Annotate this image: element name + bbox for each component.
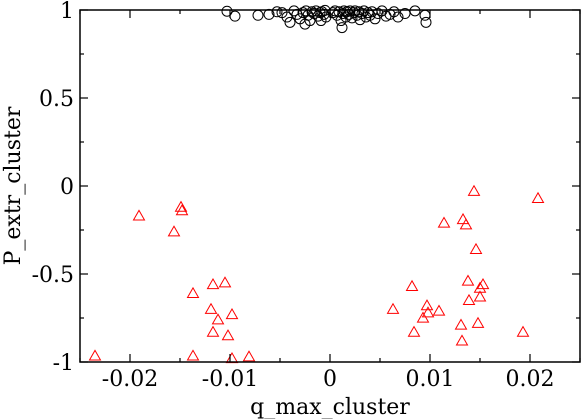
data-point-circle xyxy=(346,12,358,24)
data-point-circle xyxy=(392,11,404,23)
x-tick-label: -0.01 xyxy=(202,367,258,392)
data-point-circle xyxy=(399,8,411,20)
y-tick-label: 1 xyxy=(60,0,74,24)
data-point-triangle xyxy=(471,316,485,328)
data-point-triangle xyxy=(516,325,530,337)
data-point-triangle xyxy=(437,216,451,228)
data-point-triangle xyxy=(531,191,545,203)
data-point-triangle xyxy=(456,212,470,225)
y-tick-label: -0.5 xyxy=(32,263,74,288)
data-point-triangle xyxy=(467,184,481,196)
data-point-triangle xyxy=(206,278,220,290)
data-point-triangle xyxy=(88,349,102,361)
data-point-triangle xyxy=(455,334,469,346)
data-point-circle xyxy=(353,6,365,18)
data-point-triangle xyxy=(225,307,239,320)
data-point-triangle xyxy=(186,349,200,361)
data-point-triangle xyxy=(476,278,490,290)
data-point-triangle xyxy=(225,351,239,364)
data-point-triangle xyxy=(459,218,473,230)
data-point-triangle xyxy=(454,318,468,330)
plot-marks xyxy=(88,4,545,364)
data-point-triangle xyxy=(421,306,435,318)
data-point-circle xyxy=(409,5,421,17)
data-point-triangle xyxy=(174,200,188,212)
data-point-circle xyxy=(252,9,264,21)
x-tick-label: 0.01 xyxy=(406,367,455,392)
data-point-circle xyxy=(336,22,348,34)
data-point-circle xyxy=(221,5,233,17)
data-point-triangle xyxy=(132,209,146,221)
x-tick-label: -0.02 xyxy=(102,367,158,392)
data-point-circle xyxy=(281,11,293,23)
data-point-triangle xyxy=(218,276,232,288)
x-tick-label: 0 xyxy=(323,367,337,392)
data-point-circle xyxy=(229,10,241,22)
data-point-triangle xyxy=(386,302,400,314)
data-point-triangle xyxy=(407,325,421,337)
data-point-circle xyxy=(419,9,431,21)
data-point-circle xyxy=(299,18,311,30)
data-point-circle xyxy=(288,5,300,17)
data-point-circle xyxy=(420,16,432,28)
data-point-triangle xyxy=(206,325,220,337)
data-point-circle xyxy=(297,7,309,19)
axis-ticks xyxy=(79,9,581,363)
data-point-triangle xyxy=(461,274,475,286)
data-point-triangle xyxy=(405,279,419,291)
x-tick-label: 0.02 xyxy=(506,367,555,392)
axis-tick-labels: -0.02 -0.01 0 0.01 0.02 -1 -0.5 0 0.5 1 xyxy=(32,0,555,392)
data-point-triangle xyxy=(186,286,200,298)
x-axis-label: q_max_cluster xyxy=(250,395,410,419)
data-point-triangle xyxy=(204,302,218,314)
data-point-triangle xyxy=(473,290,487,302)
plot-frame xyxy=(79,9,581,363)
data-point-circle xyxy=(284,16,296,28)
data-point-circle xyxy=(369,13,381,25)
data-point-triangle xyxy=(175,204,189,216)
data-point-circle xyxy=(271,6,283,18)
y-tick-label: 0 xyxy=(60,175,74,200)
data-point-triangle xyxy=(167,225,181,237)
data-point-triangle xyxy=(432,304,446,316)
data-point-triangle xyxy=(211,313,225,325)
y-axis-label: P_extr_cluster xyxy=(1,106,26,265)
data-point-triangle xyxy=(242,350,256,362)
data-point-triangle xyxy=(462,293,476,306)
data-point-triangle xyxy=(469,242,483,254)
y-tick-label: -1 xyxy=(53,351,74,376)
data-point-circle xyxy=(354,14,366,26)
data-point-triangle xyxy=(221,329,235,341)
y-tick-label: 0.5 xyxy=(39,87,74,112)
